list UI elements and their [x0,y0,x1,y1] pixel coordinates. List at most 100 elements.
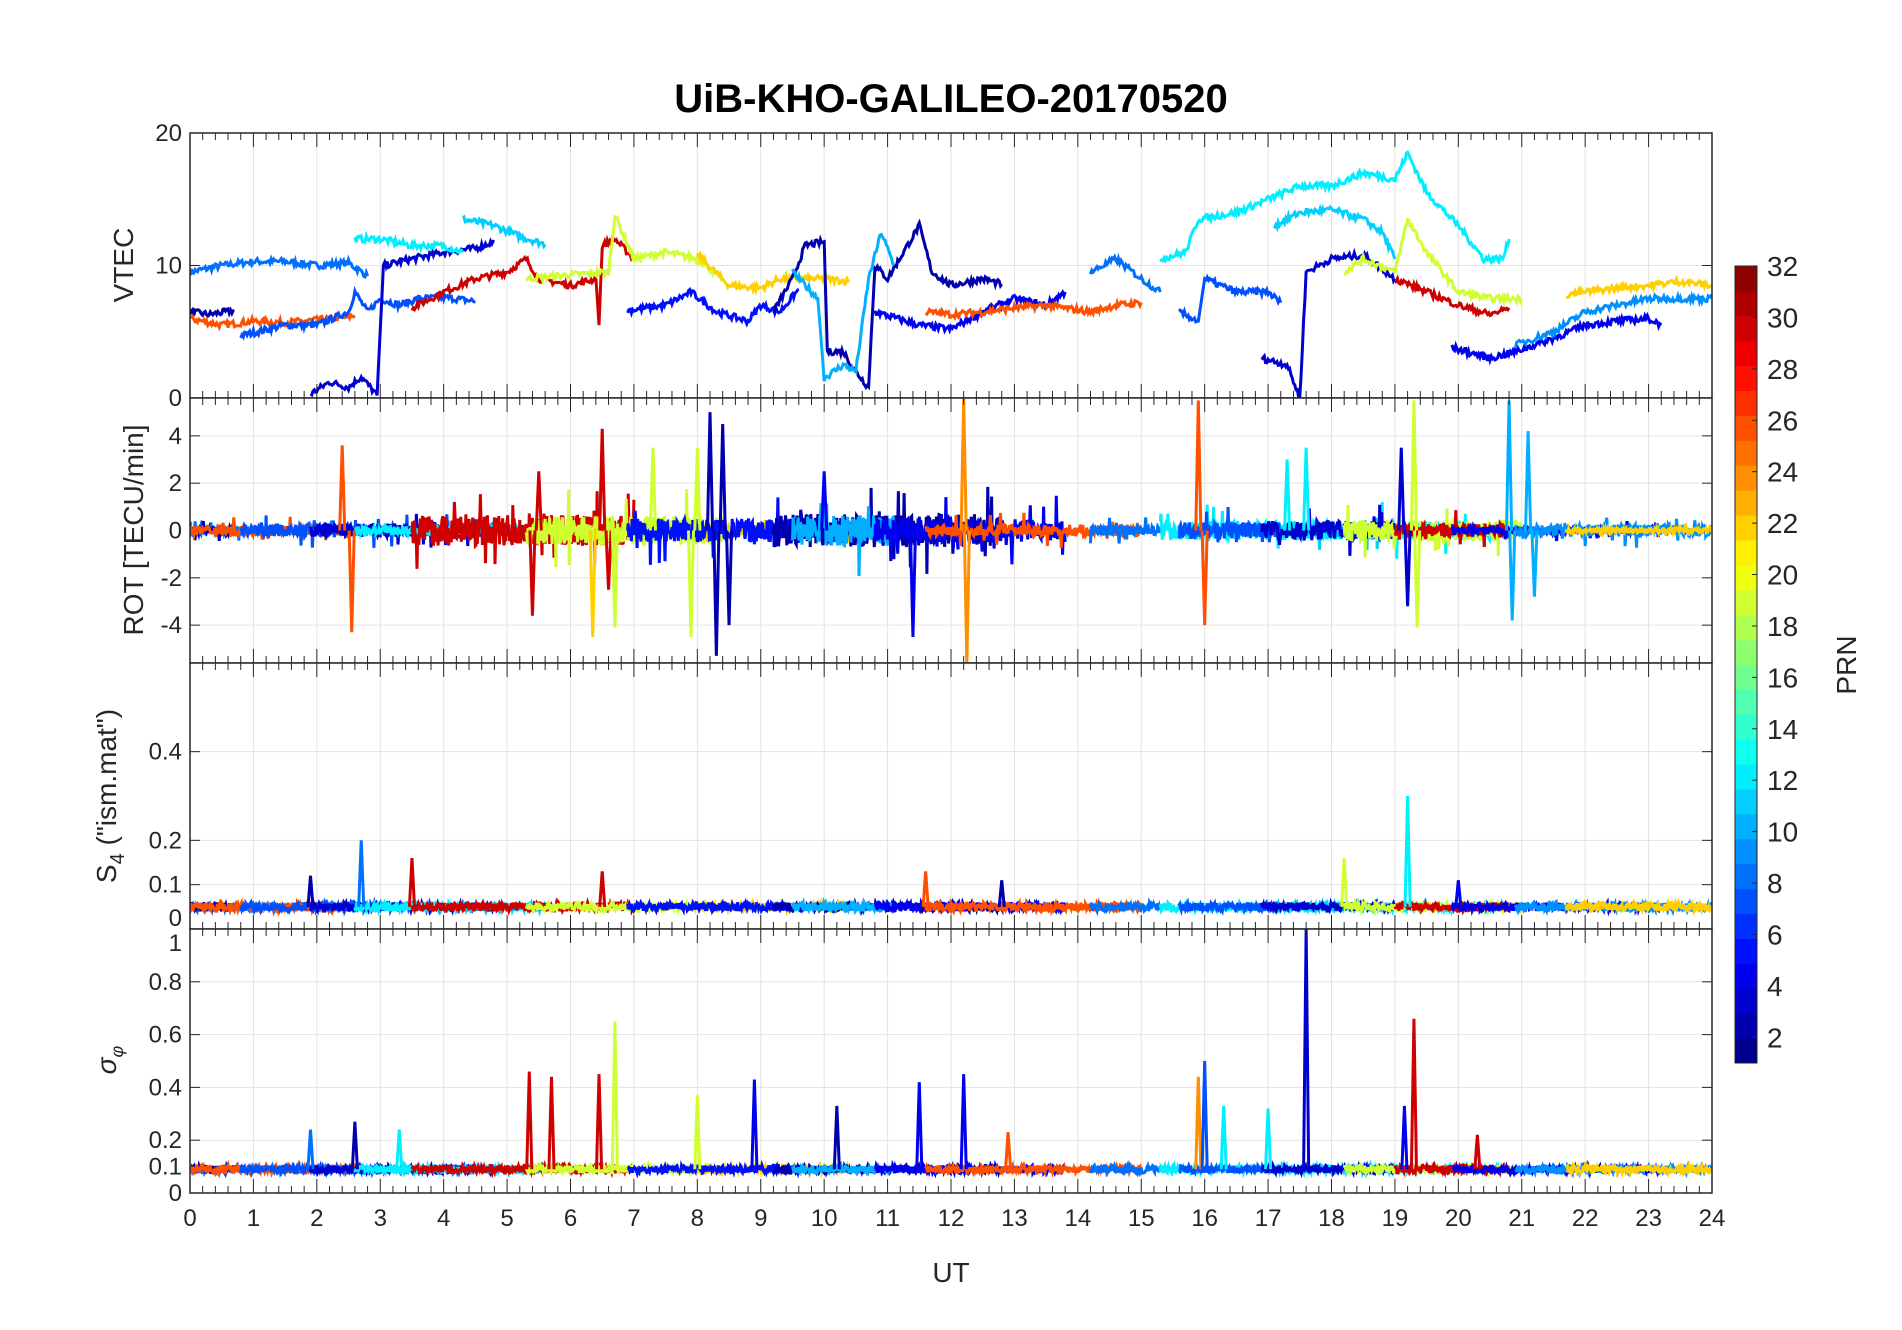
series-prn-11 [1273,203,1397,260]
series-prn-22 [1564,522,1712,539]
x-tick-label: 24 [1699,1205,1726,1232]
colorbar-tick-label: 8 [1767,868,1783,899]
series-prn-5 [626,897,801,916]
series-prn-26 [190,310,356,332]
spike-prn-30 [528,530,537,616]
spike-prn-19 [648,447,657,531]
spike-prn-8 [357,840,366,907]
colorbar-swatch-10 [1735,813,1757,840]
x-tick-label: 7 [627,1205,640,1232]
series-prn-19 [1343,217,1524,308]
x-tick-label: 13 [1001,1205,1028,1232]
spike-prn-30 [1473,1134,1482,1170]
series-prn-4 [1450,311,1663,366]
series-prn-8 [1089,517,1162,544]
x-tick-label: 11 [875,1205,900,1232]
colorbar-swatch-20 [1735,564,1757,591]
series-prn-22 [1565,274,1712,299]
colorbar-tick-label: 18 [1767,611,1798,642]
spike-prn-12 [1302,447,1311,531]
y-tick-label: 20 [155,120,182,147]
series-prn-26 [924,296,1143,322]
spike-prn-2 [718,423,727,531]
y-tick-label: 0.2 [149,827,182,854]
spike-prn-2 [306,875,315,907]
series-prn-12 [1159,150,1511,266]
spike-prn-12 [1283,459,1292,531]
colorbar-swatch-30 [1735,315,1757,342]
x-tick-label: 21 [1508,1205,1535,1232]
colorbar-swatch-26 [1735,415,1757,441]
x-tick-label: 23 [1635,1205,1662,1232]
colorbar-tick-label: 20 [1767,560,1798,591]
colorbar-tick-label: 28 [1767,354,1798,385]
sigma-sub: φ [107,1045,127,1057]
colorbar-swatch-23 [1735,490,1757,516]
y-tick-label: 0.4 [149,1074,182,1101]
colorbar-tick-label: 16 [1767,662,1798,693]
colorbar-swatch-27 [1735,390,1757,416]
spike-prn-12 [1403,795,1412,907]
colorbar-swatch-12 [1735,764,1757,790]
y-tick-label: 0.4 [149,739,182,766]
y-tick-label: 0.2 [149,1127,182,1154]
y-label-s4: S4 ("ism.mat") [91,709,129,883]
colorbar-swatch-32 [1735,266,1757,292]
series-prn-4 [873,495,1067,565]
x-tick-label: 14 [1064,1205,1091,1232]
series-prn-5 [626,1159,800,1179]
x-tick-label: 18 [1318,1205,1345,1232]
spike-prn-10 [1530,530,1539,597]
colorbar-swatch-15 [1735,689,1757,715]
y-label-rot: ROT [TECU/min] [118,424,149,635]
x-tick-label: 9 [754,1205,767,1232]
colorbar-swatch-31 [1735,290,1757,317]
series-rot [190,397,1712,663]
spike-prn-19 [610,1021,619,1170]
series-prn-8 [1089,897,1162,917]
colorbar-tick-label: 6 [1767,919,1783,950]
colorbar-swatch-2 [1735,1013,1757,1039]
x-tick-label: 15 [1128,1205,1155,1232]
y-tick-label: 10 [155,253,182,280]
colorbar-swatch-3 [1735,988,1757,1014]
spike-prn-30 [604,530,613,590]
colorbar-swatch-28 [1735,365,1757,392]
spike-prn-19 [1340,857,1349,907]
colorbar-tick-label: 22 [1767,508,1798,539]
colorbar-swatch-7 [1735,888,1757,915]
y-tick-label: -2 [161,565,182,592]
colorbar-swatch-24 [1735,465,1757,491]
spike-prn-26 [1194,400,1203,531]
colorbar-swatch-18 [1735,614,1757,641]
panel-s4: 0 0.1 0.2 0.4 [149,662,1713,932]
spike-prn-30 [547,1076,556,1170]
series-sigma [190,928,1712,1180]
colorbar-swatch-29 [1735,340,1757,367]
y-tick-label: 0 [169,1180,182,1207]
spike-prn-30 [595,1074,604,1170]
spike-prn-2 [712,530,721,656]
x-tick-label: 5 [500,1205,513,1232]
series-prn-3 [309,237,495,398]
y-tick-label: 0 [169,905,182,932]
series-prn-5 [626,286,800,328]
series-prn-8 [1089,252,1162,293]
spike-prn-19 [686,530,696,638]
spike-prn-4 [959,1074,968,1170]
spike-prn-22 [588,530,597,638]
spike-prn-12 [1219,1105,1228,1170]
spike-prn-3 [1397,447,1406,531]
spike-prn-2 [997,880,1006,907]
colorbar-tick-label: 2 [1767,1022,1783,1053]
colorbar-swatch-25 [1735,440,1757,466]
colorbar-swatch-6 [1735,913,1757,939]
colorbar-tick-label: 14 [1767,714,1798,745]
y-tick-label: -4 [161,612,182,639]
spike-prn-4 [820,471,829,531]
colorbar-swatch-19 [1735,589,1757,616]
y-tick-label: 4 [169,423,182,450]
colorbar-swatch-22 [1735,515,1757,541]
colorbar-swatch-4 [1735,963,1757,989]
